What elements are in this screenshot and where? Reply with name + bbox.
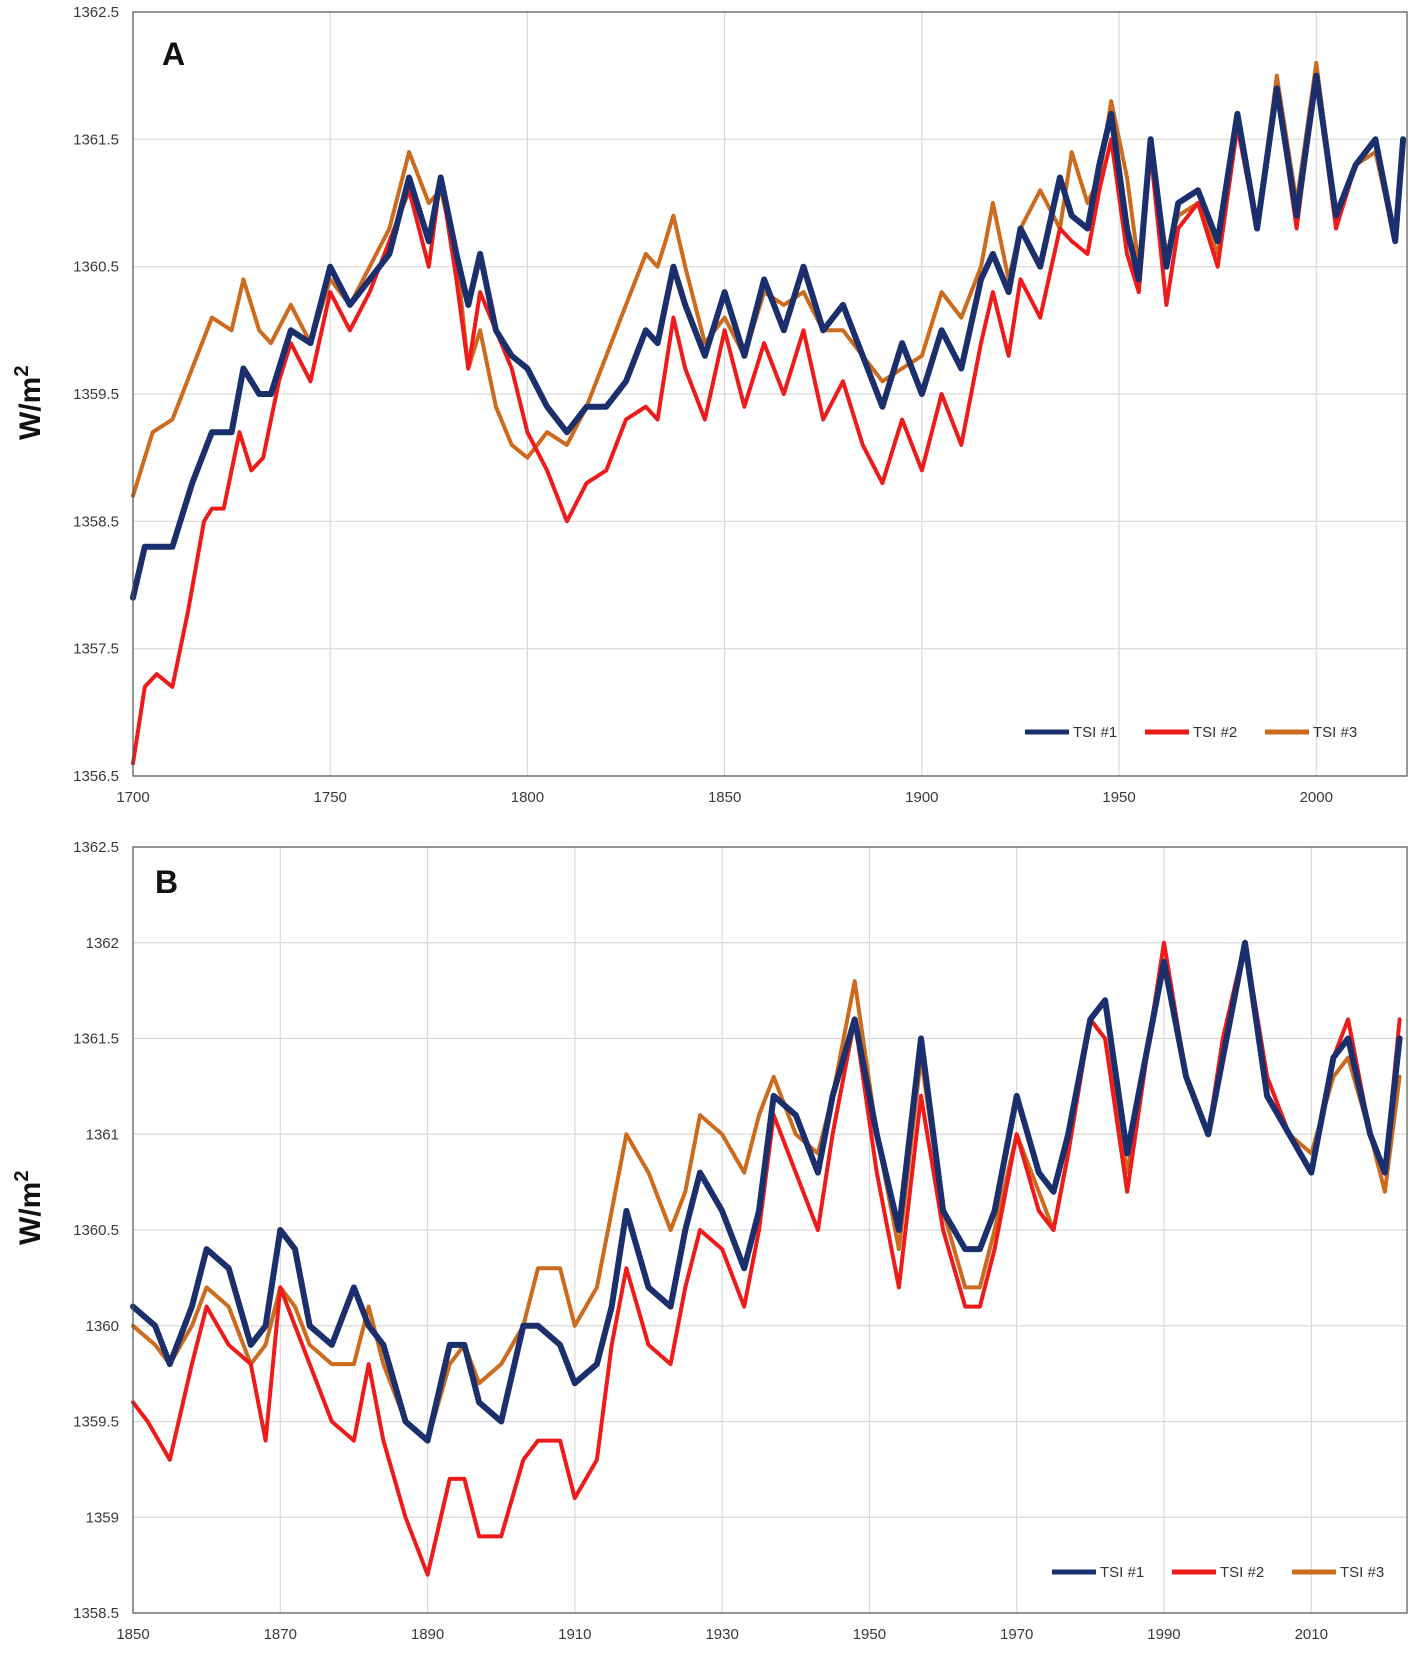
x-tick-label: 2000 xyxy=(1300,789,1333,806)
x-tick-label: 2010 xyxy=(1295,1626,1328,1643)
x-tick-label: 1800 xyxy=(511,789,544,806)
y-tick-label: 1358.5 xyxy=(73,1605,119,1622)
legend-label-tsi2: TSI #2 xyxy=(1193,724,1237,741)
x-tick-label: 1890 xyxy=(411,1626,444,1643)
y-tick-label: 1357.5 xyxy=(73,641,119,658)
x-tick-label: 1750 xyxy=(314,789,347,806)
series-line-tsi1 xyxy=(130,939,1403,1444)
panel-b-series xyxy=(130,939,1403,1577)
y-tick-label: 1362.5 xyxy=(73,4,119,21)
panel-b-y-tick-labels: 1358.5 1359 1359.5 1360 1360.5 1361 1361.5 1362… xyxy=(73,839,119,1622)
y-tick-label: 1361.5 xyxy=(73,1031,119,1048)
series-line-tsi3 xyxy=(131,940,1402,1443)
panel-b: 1358.5 1359 1359.5 1360 1360.5 1361 1361.5 1362… xyxy=(11,839,1408,1643)
x-tick-label: 1910 xyxy=(558,1626,591,1643)
x-tick-label: 1900 xyxy=(905,789,938,806)
panel-b-x-tick-labels: 1850 1870 1890 1910 1930 1950 1970 1990 2010 xyxy=(116,1626,1328,1643)
y-tick-label: 1358.5 xyxy=(73,513,119,530)
x-tick-label: 1850 xyxy=(116,1626,149,1643)
y-tick-label: 1360.5 xyxy=(73,259,119,276)
y-tick-label: 1360.5 xyxy=(73,1222,119,1239)
y-tick-label: 1362.5 xyxy=(73,839,119,856)
panel-b-y-axis-label: W/m2 xyxy=(11,1171,47,1245)
panel-a-y-axis-label: W/m2 xyxy=(11,366,47,440)
y-tick-label: 1359.5 xyxy=(73,1414,119,1431)
x-tick-label: 1970 xyxy=(1000,1626,1033,1643)
series-line-tsi2 xyxy=(131,73,1406,766)
x-tick-label: 1850 xyxy=(708,789,741,806)
legend-label-tsi3: TSI #3 xyxy=(1340,1564,1384,1581)
x-tick-label: 1930 xyxy=(705,1626,738,1643)
panel-b-grid xyxy=(132,846,1407,1614)
legend-label-tsi2: TSI #2 xyxy=(1220,1564,1264,1581)
x-tick-label: 1870 xyxy=(264,1626,297,1643)
legend-label-tsi3: TSI #3 xyxy=(1313,724,1357,741)
x-tick-label: 1990 xyxy=(1147,1626,1180,1643)
y-tick-label: 1359.5 xyxy=(73,386,119,403)
panel-a-legend: TSI #1 TSI #2 TSI #3 xyxy=(1025,724,1357,741)
legend-label-tsi1: TSI #1 xyxy=(1073,724,1117,741)
panel-b-legend: TSI #1 TSI #2 TSI #3 xyxy=(1052,1564,1384,1581)
panel-a-series xyxy=(130,60,1407,766)
x-tick-label: 1700 xyxy=(116,789,149,806)
panel-a-label: A xyxy=(162,36,185,72)
x-tick-label: 1950 xyxy=(1102,789,1135,806)
panel-a-frame xyxy=(132,11,1408,777)
y-tick-label: 1360 xyxy=(86,1318,119,1335)
y-tick-label: 1359 xyxy=(86,1509,119,1526)
y-tick-label: 1362 xyxy=(86,935,119,952)
panel-a-x-tick-labels: 1700 1750 1800 1850 1900 1950 2000 xyxy=(116,789,1333,806)
x-tick-label: 1950 xyxy=(853,1626,886,1643)
legend-label-tsi1: TSI #1 xyxy=(1100,1564,1144,1581)
series-line-tsi1 xyxy=(130,72,1407,601)
panel-b-label: B xyxy=(155,864,178,900)
panel-a-y-tick-labels: 1356.5 1357.5 1358.5 1359.5 1360.5 1361.5 1362… xyxy=(73,4,119,785)
series-line-tsi2 xyxy=(131,940,1402,1577)
y-tick-label: 1356.5 xyxy=(73,768,119,785)
panel-b-frame xyxy=(132,846,1408,1614)
y-tick-label: 1361 xyxy=(86,1126,119,1143)
panel-a: 1356.5 1357.5 1358.5 1359.5 1360.5 1361.5 1362… xyxy=(0,0,1418,806)
y-tick-label: 1361.5 xyxy=(73,131,119,148)
